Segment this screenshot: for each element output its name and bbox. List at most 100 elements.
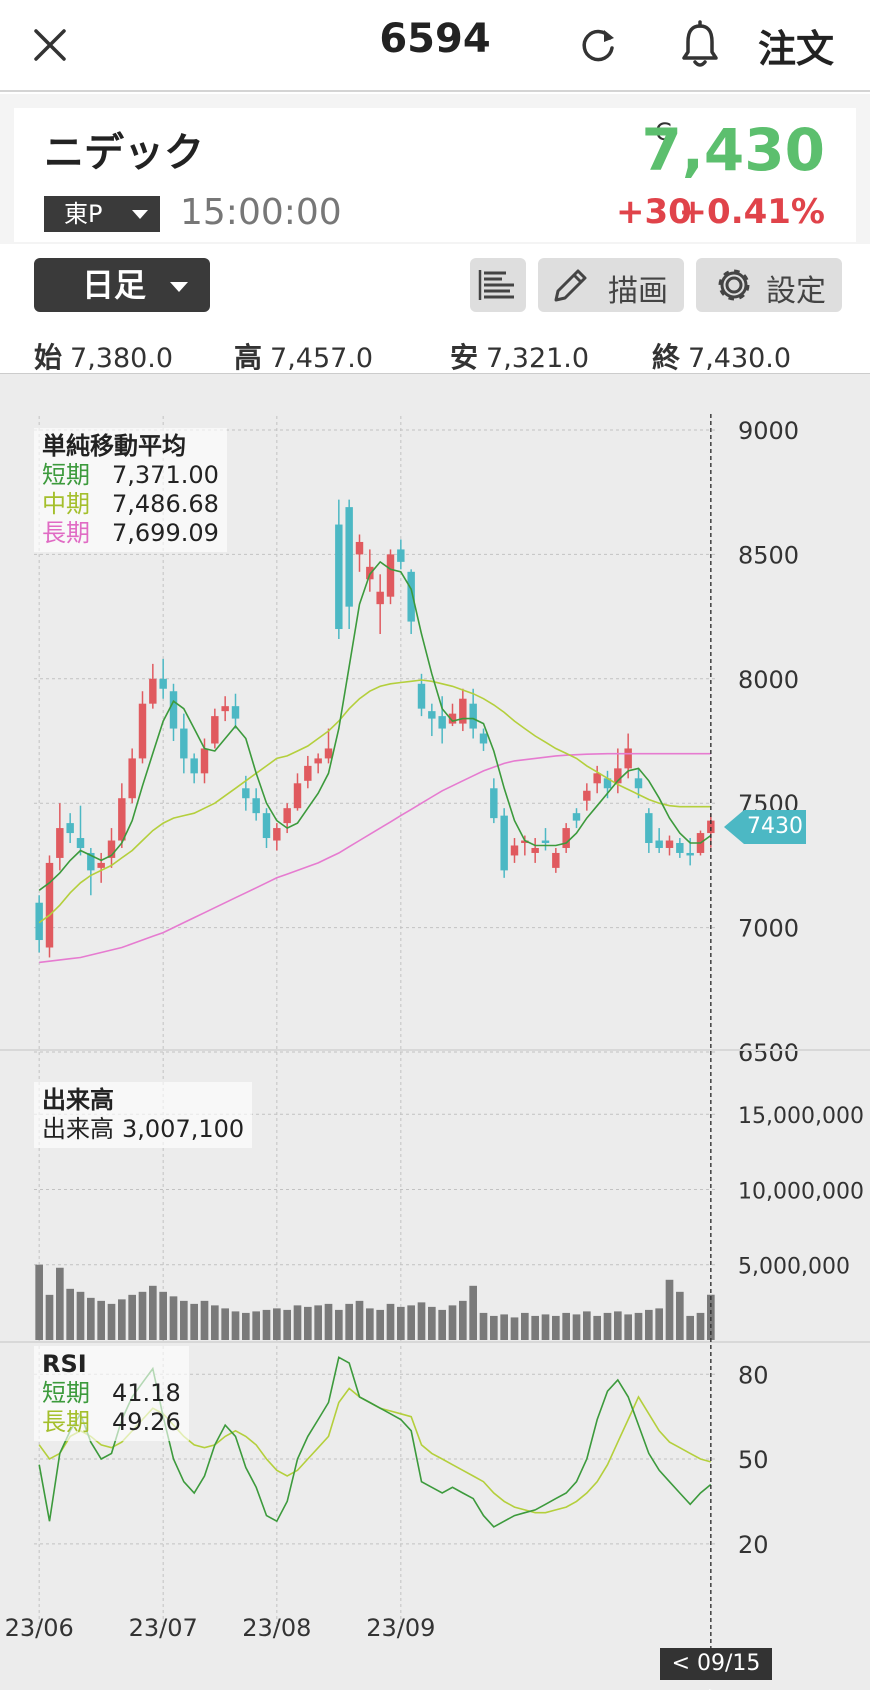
candle-body xyxy=(221,706,229,712)
volume-bar xyxy=(35,1264,43,1340)
candle-body xyxy=(593,773,601,784)
close-icon[interactable] xyxy=(30,26,74,66)
candle-body xyxy=(159,678,167,689)
volume-bar xyxy=(603,1312,612,1340)
bars-icon xyxy=(478,270,514,300)
candle-body xyxy=(645,813,653,844)
volume-bar xyxy=(45,1294,54,1340)
close-value: 7,430.0 xyxy=(688,343,792,374)
settings-label: 設定 xyxy=(766,274,826,309)
volume-legend: 出来高 出来高 3,007,100 xyxy=(34,1082,253,1148)
settings-button[interactable]: 設定 xyxy=(696,258,842,312)
candle-body xyxy=(283,808,291,824)
sma-short-label: 短期 xyxy=(42,461,90,489)
volume-bar xyxy=(469,1285,477,1340)
date-axis-label: 23/09 xyxy=(366,1614,435,1642)
current-price-pointer xyxy=(724,810,744,844)
current-price: 7,430 xyxy=(641,116,825,184)
volume-bar xyxy=(76,1291,85,1340)
volume-bar xyxy=(655,1308,663,1340)
market-selector[interactable]: 東P xyxy=(44,196,160,232)
candle-body xyxy=(376,591,384,605)
date-cursor-tag[interactable]: < 09/15 > xyxy=(660,1648,772,1690)
pencil-icon xyxy=(554,269,587,302)
sma-mid-value: 7,486.68 xyxy=(112,490,219,518)
volume-bar xyxy=(293,1305,302,1340)
candle-body xyxy=(479,733,488,744)
candle-body xyxy=(469,703,477,729)
candle-body xyxy=(397,549,405,562)
volume-bar xyxy=(665,1279,674,1340)
sma-long-value: 7,699.09 xyxy=(112,519,219,547)
candle-body xyxy=(97,862,105,868)
quote-time: 15:00:00 xyxy=(180,192,342,233)
candle-body xyxy=(490,788,498,819)
volume-bar xyxy=(583,1311,591,1340)
volume-bar xyxy=(324,1303,333,1340)
volume-bar xyxy=(510,1317,519,1340)
price-axis-label: 9000 xyxy=(738,417,799,445)
ohlc-low: 安 7,321.0 xyxy=(450,336,589,376)
volume-bar xyxy=(87,1297,95,1340)
candle-body xyxy=(138,703,147,759)
sma-long-line xyxy=(39,752,711,964)
volume-bar xyxy=(242,1312,250,1340)
candle-body xyxy=(521,840,529,844)
volume-bar xyxy=(521,1312,529,1340)
candle-body xyxy=(417,683,426,709)
sma-short-value: 7,371.00 xyxy=(112,461,219,489)
candle-body xyxy=(438,716,446,729)
chart-area[interactable]: 9000 8500 8000 7500 7000 6500 23/06 23/07 23/08 2… xyxy=(0,374,870,1690)
candle-body xyxy=(531,847,539,853)
gear-icon xyxy=(718,269,750,301)
volume-bar xyxy=(159,1291,167,1340)
volume-bar xyxy=(314,1305,322,1340)
sma-mid-line xyxy=(38,679,711,924)
volume-bar xyxy=(417,1302,426,1340)
volume-bar xyxy=(634,1312,643,1340)
candle-body xyxy=(107,840,116,858)
reload-icon[interactable] xyxy=(576,24,620,68)
volume-bar xyxy=(541,1314,550,1340)
volume-bar xyxy=(552,1315,560,1340)
order-button[interactable]: 注文 xyxy=(758,27,835,71)
quote-panel xyxy=(0,94,870,244)
open-value: 7,380.0 xyxy=(70,343,174,374)
rsi-short-value: 41.18 xyxy=(112,1379,181,1407)
volume-axis-label: 10,000,000 xyxy=(738,1179,864,1204)
chevron-down-icon xyxy=(170,282,188,292)
period-selector[interactable]: 日足 xyxy=(34,258,210,312)
draw-button[interactable]: 描画 xyxy=(538,258,684,312)
candle-body xyxy=(448,713,457,724)
candle-body xyxy=(665,840,674,848)
volume-bar xyxy=(645,1309,653,1340)
volume-axis-label: 15,000,000 xyxy=(738,1104,864,1129)
date-axis-label: 23/06 xyxy=(5,1614,74,1642)
candle-body xyxy=(293,783,302,809)
rsi-short-label: 短期 xyxy=(42,1379,90,1407)
candle-body xyxy=(56,828,64,858)
candle-body xyxy=(572,813,581,821)
indicator-list-button[interactable] xyxy=(470,258,526,312)
ohlc-row: 始 7,380.0 高 7,457.0 安 7,321.0 終 7,430.0 xyxy=(0,328,870,374)
volume-bar xyxy=(479,1312,488,1340)
rsi-legend: RSI 短期 41.18 長期 49.26 xyxy=(34,1346,189,1441)
volume-bar xyxy=(118,1299,126,1340)
bell-icon[interactable] xyxy=(678,20,722,70)
volume-bar xyxy=(593,1315,601,1340)
price-change-percent: +0.41% xyxy=(678,192,825,232)
date-axis-label: 23/07 xyxy=(129,1614,198,1642)
volume-bar xyxy=(407,1305,415,1340)
volume-bar xyxy=(169,1296,178,1340)
volume-bar xyxy=(345,1303,353,1340)
volume-bar xyxy=(355,1300,364,1340)
candle-body xyxy=(314,758,322,764)
candle-body xyxy=(562,828,570,848)
volume-bar xyxy=(138,1291,147,1340)
volume-legend-title: 出来高 xyxy=(42,1086,114,1114)
volume-bar xyxy=(262,1309,271,1340)
draw-label: 描画 xyxy=(608,274,668,309)
volume-bar xyxy=(686,1315,694,1340)
